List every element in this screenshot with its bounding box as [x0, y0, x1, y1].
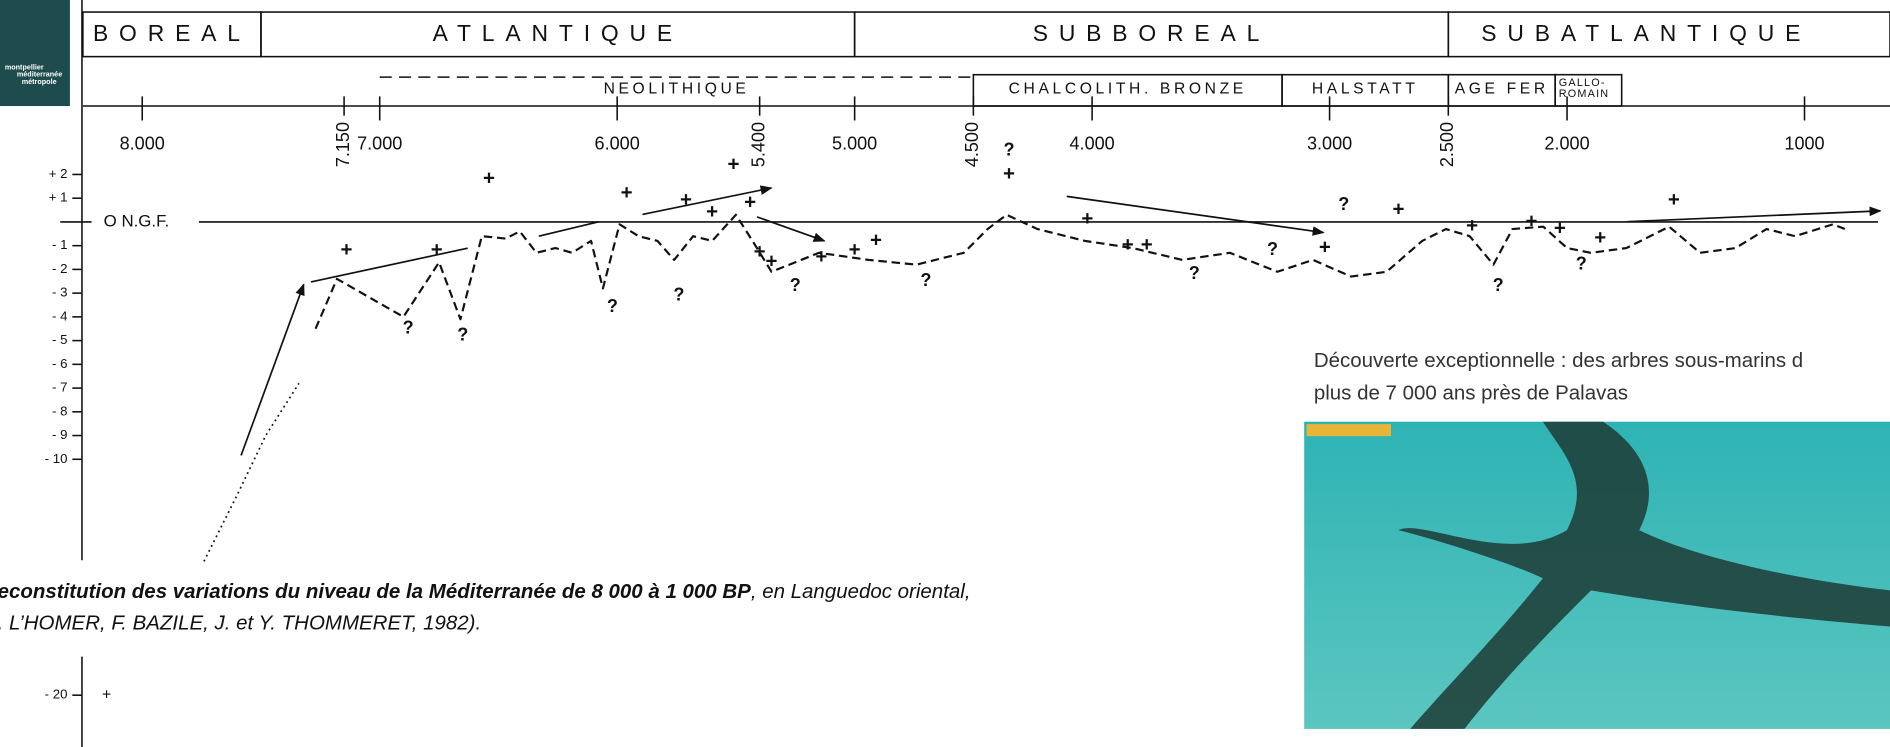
y-tick-label: - 6 — [52, 356, 67, 371]
y-tick-label: - 3 — [52, 285, 67, 300]
culture-label: AGE FER — [1455, 80, 1549, 97]
arrow — [757, 217, 825, 241]
y-tick-label: + 2 — [49, 166, 68, 181]
news-title[interactable]: Découverte exceptionnelle : des arbres s… — [1314, 349, 1803, 372]
sample-marker: + — [744, 190, 756, 213]
sample-marker: + — [706, 200, 718, 223]
culture-label: HALSTATT — [1312, 80, 1419, 97]
uncertain-mark: ? — [673, 284, 684, 304]
sample-marker: + — [1668, 188, 1680, 211]
logo-box — [0, 0, 70, 106]
news-title[interactable]: plus de 7 000 ans près de Palavas — [1314, 381, 1628, 404]
series-line — [316, 215, 1845, 329]
sample-marker: + — [754, 240, 766, 263]
uncertain-mark: ? — [1338, 194, 1349, 214]
sample-marker: + — [1594, 226, 1606, 249]
screenshot: montpellier méditerranée métropole econs… — [0, 0, 1890, 747]
sample-marker: + — [431, 238, 443, 261]
y-tick-label: - 9 — [52, 427, 67, 442]
sample-marker: + — [340, 238, 352, 261]
sample-marker: + — [483, 167, 495, 190]
uncertain-mark: ? — [1576, 253, 1587, 273]
x-tick-label: 7.000 — [357, 133, 402, 153]
logo-text: métropole — [22, 77, 57, 86]
uncertain-mark: ? — [1493, 275, 1504, 295]
arrow — [311, 248, 468, 282]
arrow — [539, 222, 599, 236]
sample-marker: + — [1319, 235, 1331, 258]
x-tick-label: 5.000 — [832, 133, 877, 153]
x-tick-label: 6.000 — [595, 133, 640, 153]
x-tick-label-vertical: 7.150 — [333, 122, 353, 167]
uncertain-mark: ? — [1003, 139, 1014, 159]
sample-marker: + — [1003, 162, 1015, 185]
x-tick-label-vertical: 4.500 — [962, 122, 982, 167]
news-card[interactable]: Découverte exceptionnelle : des arbres s… — [1302, 341, 1890, 730]
sample-marker: + — [102, 686, 111, 703]
sample-marker: + — [1554, 216, 1566, 239]
culture-label: NEOLITHIQUE — [604, 80, 750, 97]
caption: econstitution des variations du niveau d… — [0, 580, 971, 603]
reference-label: O N.G.F. — [104, 211, 170, 230]
sample-marker: + — [680, 188, 692, 211]
x-tick-label: 1000 — [1784, 133, 1824, 153]
page: {"logo": {"line1": "montpellier", "line2… — [0, 0, 1890, 747]
sample-marker: + — [1122, 233, 1134, 256]
sample-marker: + — [1392, 197, 1404, 220]
x-tick-label-vertical: 5.400 — [748, 122, 768, 167]
x-tick-label: 4.000 — [1070, 133, 1115, 153]
uncertain-mark: ? — [1267, 239, 1278, 259]
arrow — [241, 284, 304, 455]
x-tick-label: 2.000 — [1544, 133, 1589, 153]
period-label: SUBBOREAL — [1033, 20, 1271, 46]
period-label: BOREAL — [93, 20, 251, 46]
culture-label: CHALCOLITH. BRONZE — [1009, 80, 1247, 97]
sample-marker: + — [1525, 209, 1537, 232]
uncertain-mark: ? — [920, 270, 931, 290]
caption-rest: , en Languedoc oriental, — [751, 580, 971, 603]
x-tick-label-vertical: 2.500 — [1437, 122, 1457, 167]
x-tick-label: 8.000 — [120, 133, 165, 153]
y-tick-label: - 7 — [52, 380, 67, 395]
period-label: ATLANTIQUE — [433, 20, 683, 46]
y-tick-label: - 4 — [52, 308, 67, 323]
uncertain-mark: ? — [607, 296, 618, 316]
sample-marker: + — [849, 238, 861, 261]
y-tick-label: - 10 — [45, 451, 68, 466]
period-label: SUBATLANTIQUE — [1481, 20, 1811, 46]
uncertain-mark: ? — [790, 275, 801, 295]
y-tick-label: - 8 — [52, 403, 67, 418]
y-tick-label: + 1 — [49, 190, 68, 205]
sample-marker: + — [1141, 233, 1153, 256]
uncertain-mark: ? — [457, 325, 468, 345]
y-tick-label: - 1 — [52, 237, 67, 252]
sample-marker: + — [870, 228, 882, 251]
sample-marker: + — [766, 250, 778, 273]
uncertain-mark: ? — [1189, 263, 1200, 283]
sample-marker: + — [621, 181, 633, 204]
series-line — [204, 383, 299, 561]
sample-marker: + — [815, 245, 827, 268]
y-tick-label: - 2 — [52, 261, 67, 276]
arrow — [1627, 211, 1880, 222]
sample-marker: + — [1081, 207, 1093, 230]
sample-marker: + — [728, 152, 740, 175]
x-tick-label: 3.000 — [1307, 133, 1352, 153]
arrow — [1067, 196, 1324, 232]
caption-bold: econstitution des variations du niveau d… — [0, 580, 751, 603]
y-tick-label: - 20 — [45, 687, 68, 702]
caption: . L’HOMER, F. BAZILE, J. et Y. THOMMERET… — [0, 612, 481, 635]
badge — [1307, 424, 1391, 436]
y-tick-label: - 5 — [52, 332, 67, 347]
uncertain-mark: ? — [403, 318, 414, 338]
sample-marker: + — [1466, 214, 1478, 237]
